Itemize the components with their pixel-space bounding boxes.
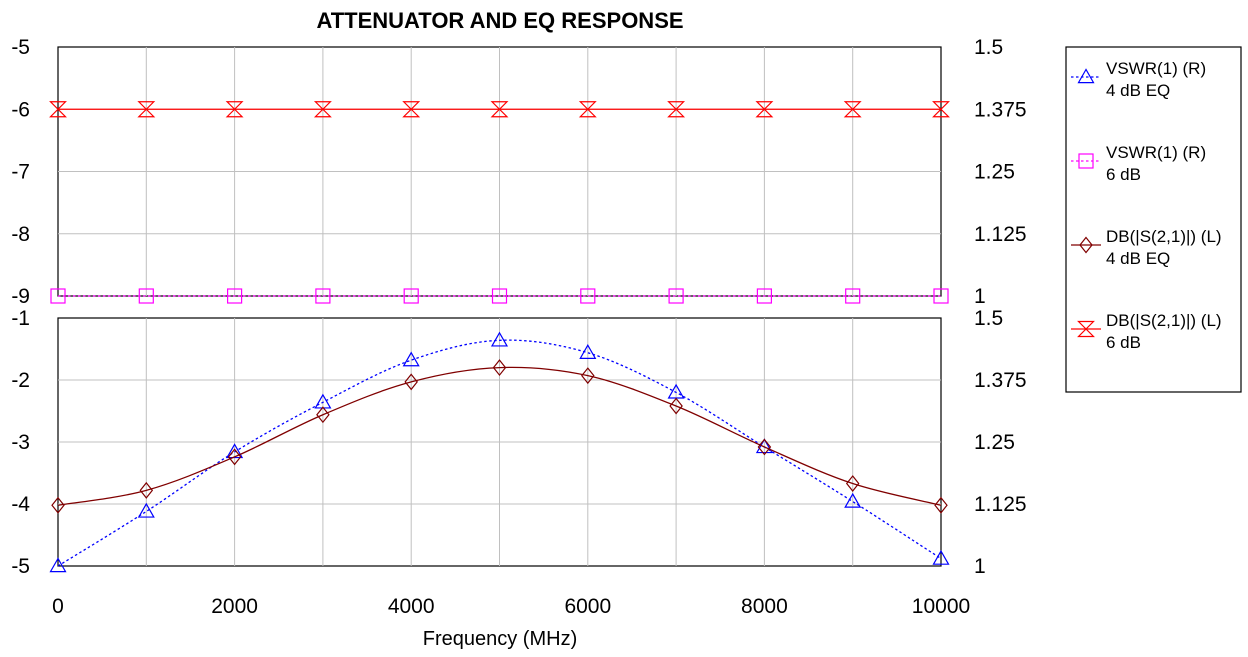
data-point-triangle <box>402 351 420 367</box>
y-left-tick-label: -4 <box>11 493 30 516</box>
y-right-tick-label: 1.5 <box>974 36 1003 59</box>
y-right-tick-label: 1 <box>974 555 986 578</box>
series-upper-0 <box>49 101 950 118</box>
data-point-hourglass <box>137 101 156 118</box>
data-point-diamond <box>757 438 772 456</box>
y-right-tick-label: 1.375 <box>974 369 1027 392</box>
data-point-square <box>138 288 154 304</box>
x-tick-label: 4000 <box>388 595 435 618</box>
x-tick-label: 2000 <box>211 595 258 618</box>
legend-label: DB(|S(2,1)|) (L) <box>1106 227 1222 246</box>
series-line <box>57 366 942 506</box>
data-point-square <box>756 288 773 304</box>
data-point-square <box>580 288 596 304</box>
data-point-hourglass <box>667 101 686 118</box>
data-point-square <box>933 288 949 304</box>
data-point-triangle <box>137 502 155 518</box>
data-point-triangle <box>932 549 950 565</box>
legend-marker-diamond <box>1079 236 1093 254</box>
legend-item: VSWR(1) (R) 4 dB EQ <box>1071 59 1206 100</box>
x-tick-label: 10000 <box>912 595 970 618</box>
data-point-diamond <box>492 359 507 377</box>
series-upper-1 <box>50 288 949 304</box>
data-point-diamond <box>316 406 330 424</box>
data-point-hourglass <box>49 101 67 118</box>
y-left-tick-label: -9 <box>11 285 30 308</box>
data-point-diamond <box>845 475 860 493</box>
data-point-diamond <box>227 448 242 466</box>
data-point-diamond <box>669 397 683 415</box>
data-point-square <box>315 288 331 304</box>
data-point-diamond <box>934 496 948 514</box>
y-left-tick-label: -2 <box>11 369 30 392</box>
y-right-tick-label: 1.375 <box>974 98 1027 121</box>
x-axis-label: Frequency (MHz) <box>423 628 577 650</box>
data-point-hourglass <box>843 101 862 118</box>
data-point-triangle <box>755 438 773 454</box>
data-point-diamond <box>404 373 418 391</box>
data-point-triangle <box>49 557 67 573</box>
panel-upper: -9 -8 -7 -6 -5 1 1.125 1.25 1.375 1.5 <box>11 36 1026 308</box>
legend-label: VSWR(1) (R) <box>1106 59 1206 78</box>
legend-item: DB(|S(2,1)|) (L) 4 dB EQ <box>1071 227 1222 268</box>
data-point-square <box>227 288 243 304</box>
y-right-tick-label: 1.25 <box>974 161 1015 184</box>
data-point-square <box>845 288 861 304</box>
chart-panels: -9-8-7-6-511.1251.251.3751.5-5-4-3-2-111… <box>11 36 1026 618</box>
legend-item: DB(|S(2,1)|) (L) 6 dB <box>1071 311 1222 352</box>
legend-marker-hourglass <box>1077 320 1095 338</box>
data-point-hourglass <box>490 101 509 118</box>
y-left-tick-label: -6 <box>11 98 30 121</box>
legend-sublabel: 4 dB EQ <box>1106 81 1170 100</box>
x-tick-label: 8000 <box>741 595 788 618</box>
data-point-diamond <box>51 496 65 514</box>
legend-sublabel: 4 dB EQ <box>1106 249 1170 268</box>
panel-lower: -5 -4 -3 -2 -1 1 1.125 1.25 1.375 1.5 <box>11 307 1026 578</box>
data-point-triangle <box>579 344 597 359</box>
legend-label: DB(|S(2,1)|) (L) <box>1106 311 1222 330</box>
y-left-tick-label: -8 <box>11 223 30 246</box>
y-left-tick-label: -5 <box>11 36 30 59</box>
y-right-tick-label: 1 <box>974 285 986 308</box>
legend-sublabel: 6 dB <box>1106 165 1141 184</box>
y-left-tick-label: -1 <box>11 307 30 330</box>
data-point-hourglass <box>225 101 244 118</box>
data-point-hourglass <box>932 101 950 118</box>
y-right-tick-label: 1.125 <box>974 493 1027 516</box>
data-point-square <box>491 288 508 304</box>
y-left-tick-label: -5 <box>11 555 30 578</box>
data-point-square <box>50 288 66 304</box>
y-left-tick-label: -3 <box>11 431 30 454</box>
data-point-diamond <box>581 367 595 385</box>
legend-box <box>1065 46 1242 393</box>
data-point-hourglass <box>578 101 597 118</box>
data-point-hourglass <box>313 101 332 118</box>
data-point-square <box>403 288 419 304</box>
legend-sublabel: 6 dB <box>1106 333 1141 352</box>
x-tick-label: 0 <box>52 595 64 618</box>
data-point-diamond <box>139 481 154 499</box>
data-point-triangle <box>490 331 509 347</box>
data-point-hourglass <box>755 101 774 118</box>
legend-marker-square <box>1078 153 1094 169</box>
data-point-triangle <box>844 492 862 508</box>
y-left-tick-label: -7 <box>11 161 30 184</box>
legend-label: VSWR(1) (R) <box>1106 143 1206 162</box>
chart-title: ATTENUATOR AND EQ RESPONSE <box>316 8 683 33</box>
x-axis-ticks: 0 2000 4000 6000 8000 10000 <box>52 595 970 618</box>
y-right-tick-label: 1.5 <box>974 307 1003 330</box>
series-line <box>57 339 942 567</box>
x-tick-label: 6000 <box>564 595 611 618</box>
y-right-tick-label: 1.25 <box>974 431 1015 454</box>
legend-marker-triangle <box>1077 68 1095 84</box>
data-point-square <box>668 288 684 304</box>
series-lower-1 <box>51 359 948 514</box>
y-right-tick-label: 1.125 <box>974 223 1027 246</box>
data-point-hourglass <box>402 101 421 118</box>
legend-item: VSWR(1) (R) 6 dB <box>1071 143 1206 184</box>
